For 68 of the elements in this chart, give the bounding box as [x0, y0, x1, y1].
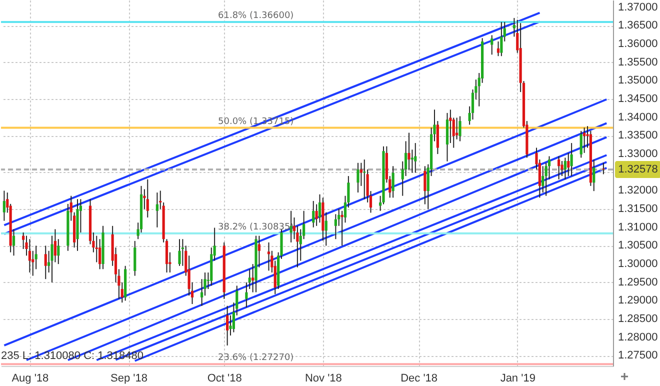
candlestick: [44, 245, 47, 280]
candlestick: [592, 159, 596, 192]
y-tick-label: 1.35000: [618, 74, 658, 87]
y-tick-label: 1.31000: [618, 221, 658, 234]
y-tick-label: 1.36000: [618, 38, 658, 50]
y-tick-label: 1.28000: [618, 331, 658, 344]
y-tick-label: 1.34500: [618, 93, 658, 106]
candlestick: [490, 34, 494, 56]
ref-line-label: 23.6% (1.27270): [218, 353, 294, 364]
candlestick: [414, 142, 417, 174]
candlestick: [542, 166, 544, 194]
candlestick: [178, 238, 181, 266]
candlestick: [252, 264, 254, 293]
candlestick: [28, 238, 31, 273]
candlestick: [570, 142, 573, 177]
candlestick: [602, 162, 605, 175]
candlestick: [496, 40, 500, 57]
candlestick: [245, 282, 248, 308]
candlestick: [392, 166, 394, 198]
y-tick-label: 1.37000: [618, 1, 658, 14]
ref-line-label: 61.8% (1.36600): [218, 11, 294, 22]
y-tick-label: 1.36500: [618, 20, 658, 32]
candlestick: [564, 157, 566, 180]
y-tick-label: 1.34000: [618, 111, 658, 124]
x-tick-label: Sep '18: [110, 372, 148, 384]
candlestick: [558, 156, 560, 180]
ref-line-label: 1.32578: [618, 164, 658, 176]
candlestick: [98, 238, 102, 270]
candlestick: [324, 212, 328, 246]
y-tick-label: 1.27500: [618, 350, 658, 362]
candlestick: [500, 22, 503, 57]
candlestick: [456, 117, 458, 140]
candlestick: [356, 162, 360, 194]
y-tick-label: 1.29000: [618, 294, 658, 307]
y-tick-label: 1.33500: [618, 130, 658, 142]
y-tick-label: 1.31500: [618, 203, 658, 216]
x-tick-label: Oct '18: [207, 372, 242, 384]
candlestick: [134, 240, 136, 276]
y-tick-label: 1.30000: [618, 258, 658, 270]
y-tick-label: 1.29500: [618, 276, 658, 288]
candlestick: [156, 192, 158, 228]
candlestick: [2, 190, 6, 222]
candlestick: [95, 235, 98, 263]
candlestick: [312, 200, 315, 228]
candlestick: [560, 160, 564, 177]
candlestick: [408, 132, 410, 170]
candlestick: [12, 228, 16, 256]
x-tick-label: Aug '18: [12, 372, 49, 384]
y-tick-label: 1.32000: [618, 184, 658, 197]
candlestick: [424, 166, 426, 205]
candlestick: [267, 242, 270, 272]
x-tick-label: Jan '19: [500, 372, 536, 384]
candlestick: [410, 149, 414, 174]
candlestick: [458, 116, 462, 142]
candlestick: [580, 130, 582, 158]
y-tick-label: 1.33000: [618, 148, 658, 160]
y-tick-label: 1.30500: [618, 240, 658, 252]
y-tick-label: 1.28500: [618, 313, 658, 326]
candlestick: [229, 314, 232, 336]
candlestick: [226, 305, 229, 346]
candlestick: [363, 159, 366, 200]
candlestick: [146, 178, 149, 218]
candlestick: [258, 235, 260, 268]
y-tick-label: 1.35500: [618, 56, 658, 68]
x-tick-label: Nov '18: [304, 372, 342, 384]
candlestick: [57, 238, 60, 265]
candlestick: [318, 194, 322, 224]
x-tick-label: Dec '18: [400, 372, 438, 384]
